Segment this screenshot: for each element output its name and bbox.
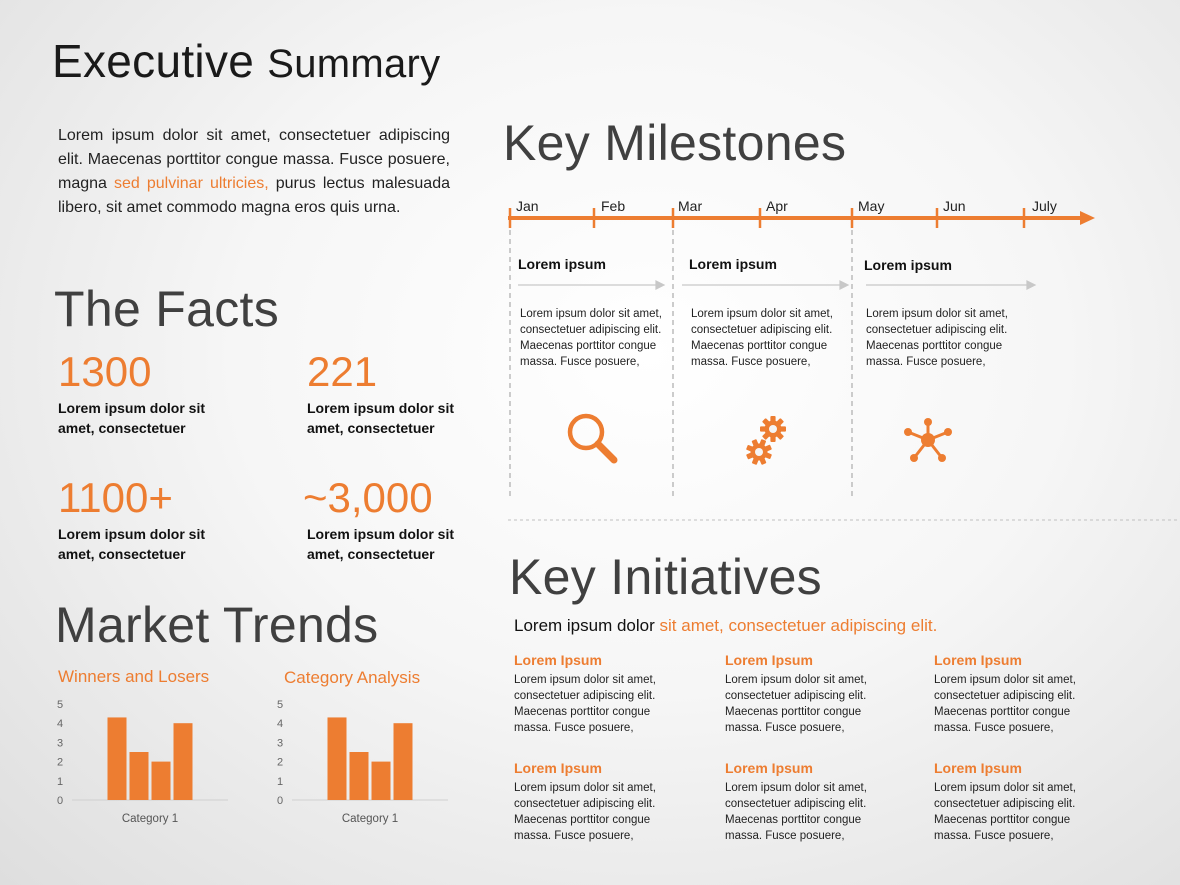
y-tick-label: 0 [57, 795, 63, 807]
month-label: Jan [516, 198, 539, 214]
y-tick-label: 4 [57, 718, 63, 730]
initiative-heading: Lorem Ipsum [725, 652, 813, 668]
fact-label: Lorem ipsum dolor sit amet, consectetuer [58, 526, 206, 562]
page-title-main: Executive [52, 35, 255, 87]
y-tick-label: 1 [57, 776, 63, 788]
fact-label: Lorem ipsum dolor sit amet, consectetuer [307, 400, 455, 436]
y-tick-label: 3 [277, 737, 283, 749]
chart-title-category: Category Analysis [284, 668, 421, 687]
milestone-body: Lorem ipsum dolor sit amet, consectetuer… [691, 308, 833, 368]
facts-title: The Facts [54, 281, 279, 337]
intro-text-end: purus lectus malesuada libero, sit amet … [58, 175, 450, 216]
fact-item: 1300 Lorem ipsum dolor sit amet, consect… [58, 348, 228, 438]
intro-text: Lorem ipsum dolor sit amet, consectetuer… [58, 127, 450, 192]
x-tick-label: Category 1 [122, 813, 178, 825]
initiative-body: Lorem ipsum dolor sit amet, consectetuer… [514, 674, 656, 734]
y-tick-label: 0 [277, 795, 283, 807]
timeline-arrowhead [1080, 211, 1095, 225]
intro-paragraph: Lorem ipsum dolor sit amet, consectetuer… [58, 124, 450, 220]
initiative-item: Lorem Ipsum Lorem ipsum dolor sit amet, … [934, 652, 1104, 736]
initiative-body: Lorem ipsum dolor sit amet, consectetuer… [934, 782, 1076, 842]
month-label: Feb [601, 198, 626, 214]
y-tick-label: 2 [57, 757, 63, 769]
y-tick-label: 5 [277, 699, 283, 711]
bar [173, 723, 193, 800]
intro-highlight: sed pulvinar ultricies, [114, 175, 269, 192]
milestones-title: Key Milestones [503, 115, 847, 171]
fact-value: ~3,000 [303, 474, 433, 521]
month-label: Mar [678, 198, 703, 214]
milestone-timeline [508, 208, 1095, 498]
bar [349, 752, 369, 800]
initiative-body: Lorem ipsum dolor sit amet, consectetuer… [514, 782, 656, 842]
bar-chart-category: 0 1 2 3 4 5 Category 1 [277, 699, 448, 825]
month-label: May [858, 198, 885, 214]
month-label: July [1032, 198, 1057, 214]
initiative-item: Lorem Ipsum Lorem ipsum dolor sit amet, … [514, 652, 684, 736]
bar [129, 752, 149, 800]
initiative-body: Lorem ipsum dolor sit amet, consectetuer… [725, 674, 867, 734]
fact-label: Lorem ipsum dolor sit amet, consectetuer [58, 400, 206, 436]
bar [393, 723, 413, 800]
milestone-heading: Lorem ipsum [864, 257, 952, 273]
y-tick-label: 2 [277, 757, 283, 769]
fact-value: 1300 [58, 348, 152, 395]
bar [327, 717, 347, 800]
initiatives-subtitle: Lorem ipsum dolor sit amet, consectetuer… [514, 616, 937, 636]
initiative-heading: Lorem Ipsum [934, 652, 1022, 668]
initiative-body: Lorem ipsum dolor sit amet, consectetuer… [725, 782, 867, 842]
month-label: Apr [766, 198, 788, 214]
fact-value: 221 [307, 348, 378, 395]
milestone-arrows [518, 280, 1037, 290]
chart-title-winners: Winners and Losers [58, 667, 210, 686]
y-tick-label: 3 [57, 737, 63, 749]
page-title-secondary: Summary [267, 42, 441, 86]
section-divider [508, 519, 1180, 521]
initiative-item: Lorem Ipsum Lorem ipsum dolor sit amet, … [514, 760, 684, 844]
magnifier-icon [567, 413, 618, 464]
initiative-heading: Lorem Ipsum [514, 652, 602, 668]
x-tick-label: Category 1 [342, 813, 398, 825]
initiative-item: Lorem Ipsum Lorem ipsum dolor sit amet, … [725, 652, 895, 736]
timeline-ticks [508, 208, 1026, 228]
initiative-heading: Lorem Ipsum [725, 760, 813, 776]
fact-label: Lorem ipsum dolor sit amet, consectetuer [307, 526, 455, 562]
initiative-body: Lorem ipsum dolor sit amet, consectetuer… [934, 674, 1076, 734]
y-tick-label: 4 [277, 718, 283, 730]
y-tick-label: 5 [57, 699, 63, 711]
initiative-heading: Lorem Ipsum [934, 760, 1022, 776]
bar-chart-winners: 0 1 2 3 4 5 Category 1 [57, 699, 228, 825]
network-icon [904, 418, 952, 462]
bar [151, 761, 171, 800]
milestone-body: Lorem ipsum dolor sit amet, consectetuer… [520, 308, 662, 368]
fact-item: ~3,000 Lorem ipsum dolor sit amet, conse… [303, 474, 477, 564]
milestone-body: Lorem ipsum dolor sit amet, consectetuer… [866, 308, 1008, 368]
initiative-item: Lorem Ipsum Lorem ipsum dolor sit amet, … [725, 760, 895, 844]
initiative-heading: Lorem Ipsum [514, 760, 602, 776]
gears-icon [746, 416, 786, 465]
bar [107, 717, 127, 800]
market-trends-title: Market Trends [55, 597, 379, 653]
page-title: Executive Summary [52, 34, 440, 88]
fact-item: 221 Lorem ipsum dolor sit amet, consecte… [307, 348, 477, 438]
milestone-heading: Lorem ipsum [518, 256, 606, 272]
y-tick-label: 1 [277, 776, 283, 788]
fact-value: 1100+ [58, 474, 173, 521]
initiative-item: Lorem Ipsum Lorem ipsum dolor sit amet, … [934, 760, 1104, 844]
fact-item: 1100+ Lorem ipsum dolor sit amet, consec… [58, 474, 228, 564]
milestone-heading: Lorem ipsum [689, 256, 777, 272]
initiatives-subtitle-highlight: sit amet, consectetuer adipiscing elit. [659, 616, 938, 635]
month-label: Jun [943, 198, 966, 214]
initiatives-subtitle-plain: Lorem ipsum dolor [514, 616, 660, 635]
initiatives-title: Key Initiatives [509, 549, 822, 605]
bar [371, 761, 391, 800]
